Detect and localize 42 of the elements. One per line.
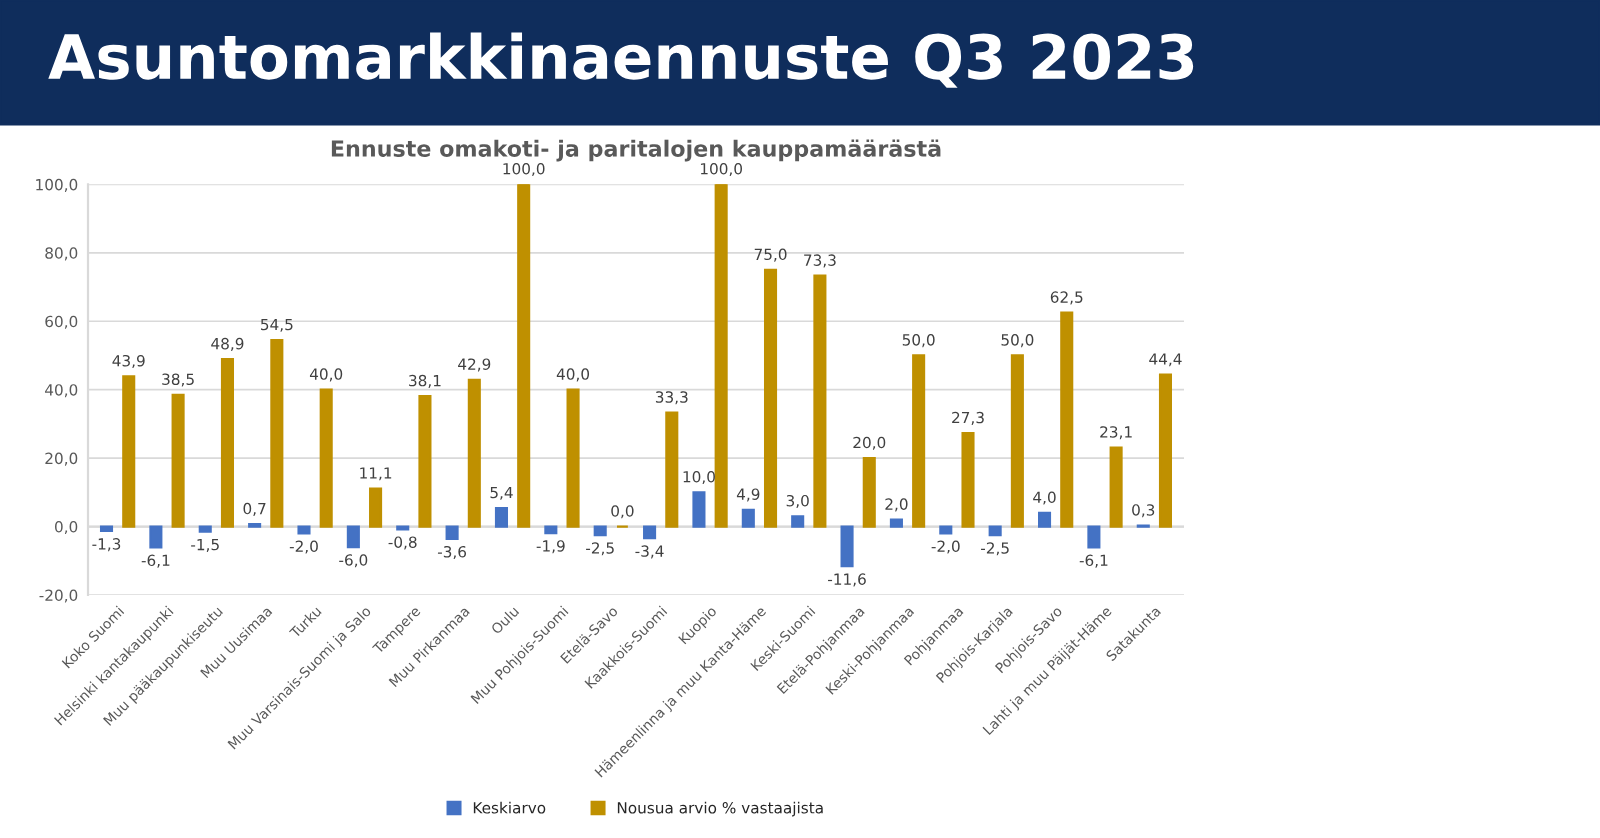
chart-subtitle: Ennuste omakoti- ja paritalojen kauppamäärästä xyxy=(331,139,941,162)
bar xyxy=(220,358,235,528)
bar xyxy=(544,525,558,535)
bar xyxy=(319,388,333,528)
bar xyxy=(467,378,481,528)
bar xyxy=(198,525,212,533)
bar xyxy=(961,432,975,528)
bar xyxy=(99,525,114,533)
bar xyxy=(122,375,136,528)
bar xyxy=(1010,354,1024,528)
bar xyxy=(912,354,926,528)
bar xyxy=(813,274,827,528)
bar xyxy=(171,393,185,528)
bar xyxy=(445,525,459,540)
bar xyxy=(643,525,657,540)
bar xyxy=(840,525,854,568)
bar xyxy=(889,518,903,528)
bar xyxy=(149,525,163,549)
bar xyxy=(665,411,679,528)
bar xyxy=(1060,311,1074,528)
bar xyxy=(369,487,383,528)
bar xyxy=(418,395,432,528)
bar xyxy=(791,515,805,528)
bar xyxy=(741,508,755,528)
bar xyxy=(593,525,607,537)
bar xyxy=(714,184,728,528)
bar xyxy=(1037,511,1052,528)
bar xyxy=(692,491,706,528)
bar xyxy=(566,388,580,528)
bar xyxy=(1109,446,1123,528)
bar xyxy=(862,457,876,528)
bar xyxy=(939,525,953,535)
bar xyxy=(988,525,1002,537)
bar xyxy=(763,268,778,528)
bar xyxy=(1087,525,1101,549)
bar xyxy=(270,338,284,528)
chart-title: Asuntomarkkinaennuste Q3 2023 xyxy=(48,32,1194,88)
bar xyxy=(1158,373,1173,528)
bar xyxy=(346,525,360,549)
bar xyxy=(297,525,311,535)
bar xyxy=(494,506,509,528)
bar xyxy=(517,184,531,528)
